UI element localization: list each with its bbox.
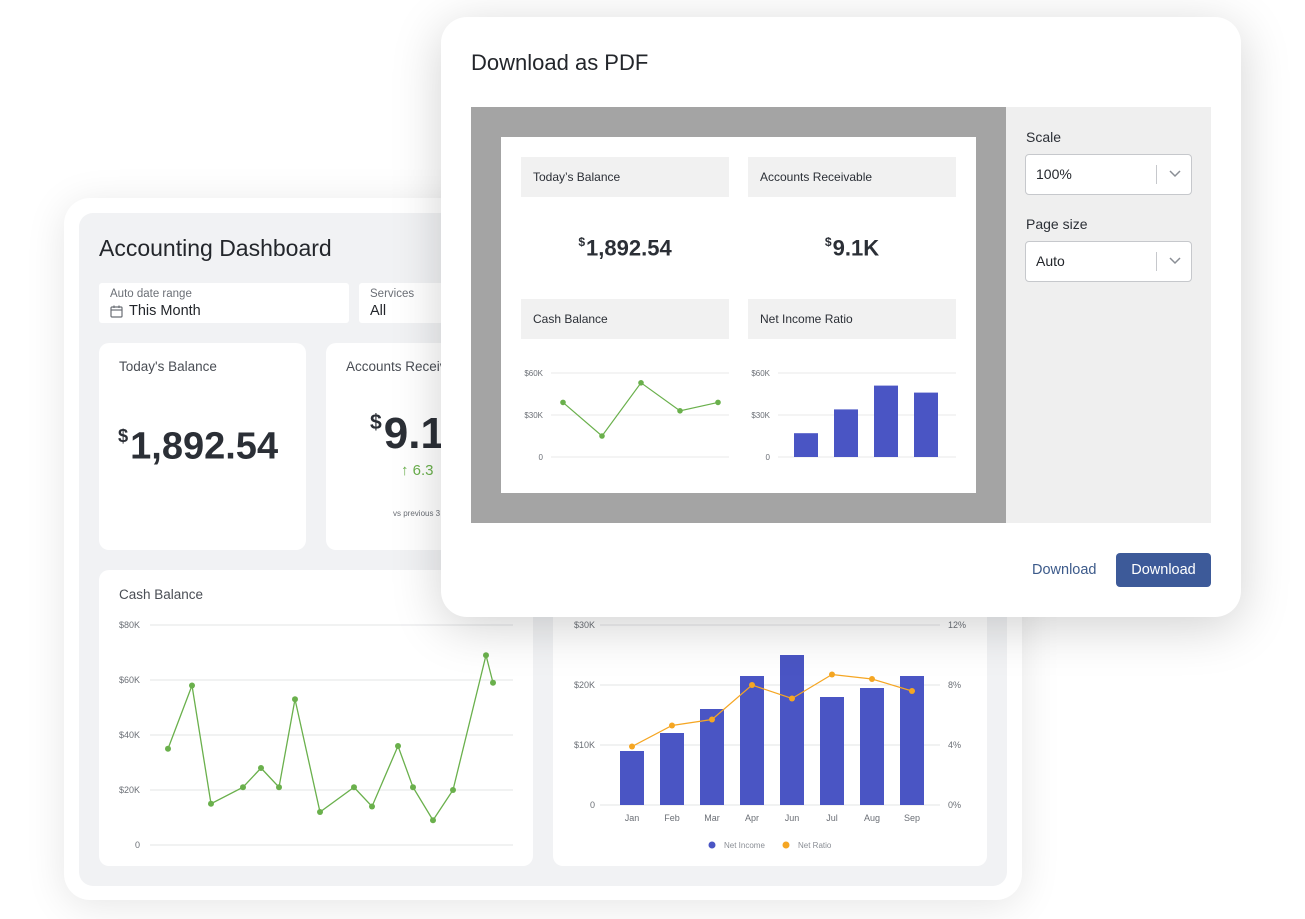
y-tick-label: 0 xyxy=(766,453,771,462)
preview-charts: 0 $30K $60K 0 $30K $60K xyxy=(524,369,956,462)
download-link-button[interactable]: Download xyxy=(1032,562,1097,578)
accounts-receivable-value: $9.1 xyxy=(370,409,445,458)
chevron-down-icon xyxy=(1169,170,1181,178)
todays-balance-card: Today's Balance $1,892.54 xyxy=(99,343,306,550)
services-value: All xyxy=(370,303,387,319)
preview-accounts-receivable-value: $9.1K xyxy=(824,235,880,261)
preview-cash-balance-title: Cash Balance xyxy=(521,299,729,339)
download-button[interactable]: Download xyxy=(1116,553,1211,587)
data-point xyxy=(638,380,644,386)
page-size-value: Auto xyxy=(1036,253,1065,269)
card-title: Accounts Receiv xyxy=(346,359,447,374)
bar xyxy=(914,392,938,457)
data-point xyxy=(715,399,721,406)
calendar-icon xyxy=(110,305,123,318)
accounts-receivable-card: Accounts Receiv $9.1 ↑ 6.3 vs previous 3 xyxy=(326,343,456,550)
page-size-select[interactable]: Auto xyxy=(1025,241,1192,282)
preview-todays-balance-value: $1,892.54 xyxy=(578,235,672,261)
services-filter[interactable]: Services All xyxy=(359,283,449,323)
dialog-title: Download as PDF xyxy=(471,50,649,75)
preview-accounts-receivable-title: Accounts Receivable xyxy=(748,157,956,197)
services-label: Services xyxy=(370,288,415,300)
scale-value: 100% xyxy=(1036,166,1072,182)
todays-balance-value: $1,892.54 xyxy=(118,425,279,468)
preview-todays-balance-title: Today’s Balance xyxy=(521,157,729,197)
y-tick-label: $60K xyxy=(751,369,770,378)
data-point xyxy=(677,408,683,414)
data-point xyxy=(599,433,605,439)
preview-net-income-ratio-title: Net Income Ratio xyxy=(748,299,956,339)
date-range-filter[interactable]: Auto date range This Month xyxy=(99,283,349,323)
download-pdf-dialog: Download as PDF Today’s Balance Accounts… xyxy=(441,17,1241,617)
pdf-options-panel: Scale 100% Page size Auto xyxy=(1006,107,1211,523)
y-tick-label: $30K xyxy=(751,411,770,420)
page-size-label: Page size xyxy=(1026,216,1088,232)
y-tick-label: 0 xyxy=(539,453,544,462)
date-range-label: Auto date range xyxy=(110,288,192,300)
chevron-down-icon xyxy=(1169,257,1181,265)
preview-page: Today’s Balance Accounts Receivable $1,8… xyxy=(501,137,976,493)
scale-label: Scale xyxy=(1026,129,1062,145)
bar xyxy=(834,409,858,457)
pdf-preview: Today’s Balance Accounts Receivable $1,8… xyxy=(471,107,1006,523)
arrow-up-icon: ↑ xyxy=(401,462,409,479)
dashboard-title: Accounting Dashboard xyxy=(99,235,332,261)
card-title: Cash Balance xyxy=(119,587,204,602)
delta-indicator: ↑ 6.3 xyxy=(401,462,434,479)
bar xyxy=(874,385,898,457)
y-tick-label: $60K xyxy=(524,369,543,378)
data-point xyxy=(560,399,566,406)
scale-select[interactable]: 100% xyxy=(1025,154,1192,195)
y-tick-label: $30K xyxy=(524,411,543,420)
preview-cash-line xyxy=(562,381,719,437)
bar xyxy=(794,433,818,457)
comparison-text: vs previous 3 xyxy=(393,509,441,518)
card-title: Today's Balance xyxy=(119,359,217,374)
date-range-value: This Month xyxy=(129,303,201,319)
